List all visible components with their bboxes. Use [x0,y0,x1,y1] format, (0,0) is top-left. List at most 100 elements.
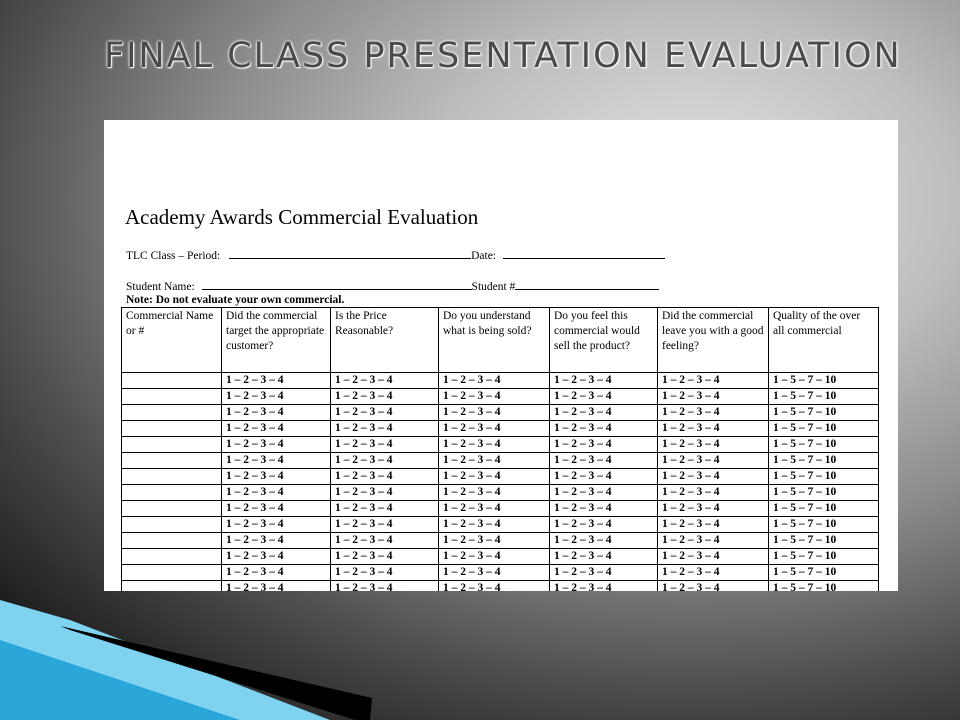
quality-scale-cell[interactable]: 1 – 5 – 7 – 10 [768,548,879,565]
rating-scale-cell[interactable]: 1 – 2 – 3 – 4 [657,420,769,437]
rating-scale-cell[interactable]: 1 – 2 – 3 – 4 [549,372,658,389]
rating-scale-cell[interactable]: 1 – 2 – 3 – 4 [330,452,439,469]
quality-scale-cell[interactable]: 1 – 5 – 7 – 10 [768,404,879,421]
student-name-blank[interactable] [201,279,472,290]
commercial-name-cell[interactable] [121,452,222,469]
rating-scale-cell[interactable]: 1 – 2 – 3 – 4 [549,436,658,453]
rating-scale-cell[interactable]: 1 – 2 – 3 – 4 [657,436,769,453]
quality-scale-cell[interactable]: 1 – 5 – 7 – 10 [768,436,879,453]
rating-scale-cell[interactable]: 1 – 2 – 3 – 4 [657,532,769,549]
commercial-name-cell[interactable] [121,420,222,437]
rating-scale-cell[interactable]: 1 – 2 – 3 – 4 [438,564,550,581]
rating-scale-cell[interactable]: 1 – 2 – 3 – 4 [438,436,550,453]
class-period-blank[interactable] [229,248,472,259]
rating-scale-cell[interactable]: 1 – 2 – 3 – 4 [657,484,769,501]
quality-scale-cell[interactable]: 1 – 5 – 7 – 10 [768,372,879,389]
commercial-name-cell[interactable] [121,468,222,485]
rating-scale-cell[interactable]: 1 – 2 – 3 – 4 [438,548,550,565]
commercial-name-cell[interactable] [121,580,222,591]
commercial-name-cell[interactable] [121,404,222,421]
rating-scale-cell[interactable]: 1 – 2 – 3 – 4 [221,404,331,421]
commercial-name-cell[interactable] [121,532,222,549]
rating-scale-cell[interactable]: 1 – 2 – 3 – 4 [549,468,658,485]
rating-scale-cell[interactable]: 1 – 2 – 3 – 4 [657,564,769,581]
quality-scale-cell[interactable]: 1 – 5 – 7 – 10 [768,484,879,501]
rating-scale-cell[interactable]: 1 – 2 – 3 – 4 [221,436,331,453]
quality-scale-cell[interactable]: 1 – 5 – 7 – 10 [768,468,879,485]
rating-scale-cell[interactable]: 1 – 2 – 3 – 4 [221,548,331,565]
rating-scale-cell[interactable]: 1 – 2 – 3 – 4 [657,580,769,591]
rating-scale-cell[interactable]: 1 – 2 – 3 – 4 [438,404,550,421]
rating-scale-cell[interactable]: 1 – 2 – 3 – 4 [330,532,439,549]
rating-scale-cell[interactable]: 1 – 2 – 3 – 4 [657,452,769,469]
rating-scale-cell[interactable]: 1 – 2 – 3 – 4 [330,468,439,485]
rating-scale-cell[interactable]: 1 – 2 – 3 – 4 [221,372,331,389]
rating-scale-cell[interactable]: 1 – 2 – 3 – 4 [657,388,769,405]
commercial-name-cell[interactable] [121,500,222,517]
quality-scale-cell[interactable]: 1 – 5 – 7 – 10 [768,420,879,437]
rating-scale-cell[interactable]: 1 – 2 – 3 – 4 [221,484,331,501]
student-number-blank[interactable] [515,279,660,290]
rating-scale-cell[interactable]: 1 – 2 – 3 – 4 [221,388,331,405]
rating-scale-cell[interactable]: 1 – 2 – 3 – 4 [330,404,439,421]
commercial-name-cell[interactable] [121,564,222,581]
rating-scale-cell[interactable]: 1 – 2 – 3 – 4 [330,436,439,453]
rating-scale-cell[interactable]: 1 – 2 – 3 – 4 [438,372,550,389]
rating-scale-cell[interactable]: 1 – 2 – 3 – 4 [221,564,331,581]
rating-scale-cell[interactable]: 1 – 2 – 3 – 4 [657,372,769,389]
rating-scale-cell[interactable]: 1 – 2 – 3 – 4 [330,548,439,565]
rating-scale-cell[interactable]: 1 – 2 – 3 – 4 [438,484,550,501]
rating-scale-cell[interactable]: 1 – 2 – 3 – 4 [330,484,439,501]
rating-scale-cell[interactable]: 1 – 2 – 3 – 4 [657,468,769,485]
rating-scale-cell[interactable]: 1 – 2 – 3 – 4 [438,388,550,405]
rating-scale-cell[interactable]: 1 – 2 – 3 – 4 [438,532,550,549]
quality-scale-cell[interactable]: 1 – 5 – 7 – 10 [768,532,879,549]
rating-scale-cell[interactable]: 1 – 2 – 3 – 4 [221,468,331,485]
rating-scale-cell[interactable]: 1 – 2 – 3 – 4 [549,516,658,533]
rating-scale-cell[interactable]: 1 – 2 – 3 – 4 [221,500,331,517]
date-blank[interactable] [502,248,665,259]
rating-scale-cell[interactable]: 1 – 2 – 3 – 4 [330,420,439,437]
rating-scale-cell[interactable]: 1 – 2 – 3 – 4 [657,548,769,565]
rating-scale-cell[interactable]: 1 – 2 – 3 – 4 [438,452,550,469]
quality-scale-cell[interactable]: 1 – 5 – 7 – 10 [768,516,879,533]
commercial-name-cell[interactable] [121,388,222,405]
rating-scale-cell[interactable]: 1 – 2 – 3 – 4 [221,532,331,549]
rating-scale-cell[interactable]: 1 – 2 – 3 – 4 [549,484,658,501]
rating-scale-cell[interactable]: 1 – 2 – 3 – 4 [438,580,550,591]
rating-scale-cell[interactable]: 1 – 2 – 3 – 4 [221,452,331,469]
rating-scale-cell[interactable]: 1 – 2 – 3 – 4 [221,580,331,591]
rating-scale-cell[interactable]: 1 – 2 – 3 – 4 [438,420,550,437]
rating-scale-cell[interactable]: 1 – 2 – 3 – 4 [330,564,439,581]
rating-scale-cell[interactable]: 1 – 2 – 3 – 4 [549,500,658,517]
rating-scale-cell[interactable]: 1 – 2 – 3 – 4 [330,516,439,533]
rating-scale-cell[interactable]: 1 – 2 – 3 – 4 [549,388,658,405]
rating-scale-cell[interactable]: 1 – 2 – 3 – 4 [221,516,331,533]
rating-scale-cell[interactable]: 1 – 2 – 3 – 4 [549,548,658,565]
quality-scale-cell[interactable]: 1 – 5 – 7 – 10 [768,580,879,591]
rating-scale-cell[interactable]: 1 – 2 – 3 – 4 [549,452,658,469]
rating-scale-cell[interactable]: 1 – 2 – 3 – 4 [549,580,658,591]
rating-scale-cell[interactable]: 1 – 2 – 3 – 4 [330,500,439,517]
rating-scale-cell[interactable]: 1 – 2 – 3 – 4 [438,516,550,533]
rating-scale-cell[interactable]: 1 – 2 – 3 – 4 [330,388,439,405]
quality-scale-cell[interactable]: 1 – 5 – 7 – 10 [768,452,879,469]
rating-scale-cell[interactable]: 1 – 2 – 3 – 4 [221,420,331,437]
commercial-name-cell[interactable] [121,548,222,565]
commercial-name-cell[interactable] [121,484,222,501]
rating-scale-cell[interactable]: 1 – 2 – 3 – 4 [549,420,658,437]
rating-scale-cell[interactable]: 1 – 2 – 3 – 4 [657,516,769,533]
quality-scale-cell[interactable]: 1 – 5 – 7 – 10 [768,564,879,581]
rating-scale-cell[interactable]: 1 – 2 – 3 – 4 [330,372,439,389]
quality-scale-cell[interactable]: 1 – 5 – 7 – 10 [768,388,879,405]
commercial-name-cell[interactable] [121,372,222,389]
rating-scale-cell[interactable]: 1 – 2 – 3 – 4 [549,404,658,421]
rating-scale-cell[interactable]: 1 – 2 – 3 – 4 [657,404,769,421]
commercial-name-cell[interactable] [121,436,222,453]
rating-scale-cell[interactable]: 1 – 2 – 3 – 4 [438,468,550,485]
rating-scale-cell[interactable]: 1 – 2 – 3 – 4 [549,532,658,549]
rating-scale-cell[interactable]: 1 – 2 – 3 – 4 [438,500,550,517]
commercial-name-cell[interactable] [121,516,222,533]
rating-scale-cell[interactable]: 1 – 2 – 3 – 4 [330,580,439,591]
rating-scale-cell[interactable]: 1 – 2 – 3 – 4 [657,500,769,517]
